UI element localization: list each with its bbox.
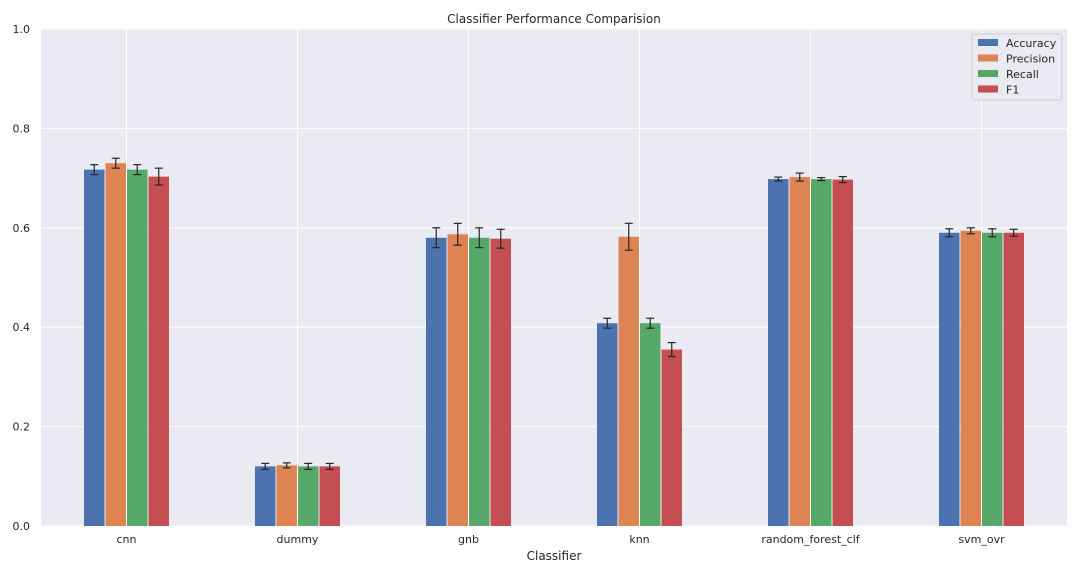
legend-label-precision: Precision: [1006, 53, 1055, 66]
error-bar-accuracy-random_forest_clf: [774, 176, 783, 182]
plot-background: [41, 29, 1067, 526]
x-tick-label-cnn: cnn: [117, 533, 137, 546]
error-bar-recall-cnn: [133, 164, 142, 176]
legend-box: [971, 33, 1063, 101]
bar-f1-dummy: [319, 466, 340, 526]
x-tick-label-random_forest_clf: random_forest_clf: [761, 533, 860, 546]
bar-recall-gnb: [469, 237, 490, 527]
bar-accuracy-knn: [597, 323, 618, 526]
bar-f1-gnb: [490, 238, 511, 526]
x-tick-label-knn: knn: [629, 533, 649, 546]
y-tick-label: 0.0: [13, 520, 31, 533]
error-bar-accuracy-dummy: [261, 462, 270, 470]
error-bar-accuracy-svm_ovr: [945, 228, 954, 238]
legend: Accuracy Precision Recall F1: [971, 33, 1063, 101]
error-bar-precision-cnn: [111, 157, 120, 169]
y-tick-label: 0.4: [13, 321, 31, 334]
error-bar-f1-cnn: [154, 167, 163, 186]
bar-accuracy-gnb: [426, 237, 447, 527]
x-tick-labels: cnn dummy gnb knn random_forest_clf svm_ovr: [117, 533, 1006, 546]
error-bar-precision-dummy: [282, 462, 291, 469]
x-tick-label-gnb: gnb: [458, 533, 479, 546]
grid-lines: [41, 28, 1067, 527]
legend-swatch-recall: [978, 70, 998, 77]
y-tick-label: 0.8: [13, 122, 31, 135]
bar-f1-cnn: [148, 176, 169, 526]
bar-precision-gnb: [447, 234, 468, 527]
error-bar-accuracy-cnn: [90, 164, 99, 176]
legend-swatch-precision: [978, 54, 998, 62]
error-bar-f1-knn: [667, 342, 676, 358]
error-bar-f1-random_forest_clf: [838, 176, 847, 184]
error-bar-recall-random_forest_clf: [817, 177, 826, 182]
bar-f1-knn: [661, 349, 682, 526]
y-tick-labels: 0.0 0.2 0.4 0.6 0.8 1.0: [13, 23, 31, 533]
y-tick-label: 0.2: [13, 421, 31, 434]
y-tick-label: 0.6: [13, 222, 31, 235]
bar-accuracy-svm_ovr: [939, 232, 960, 526]
bar-recall-svm_ovr: [982, 232, 1003, 526]
bar-accuracy-random_forest_clf: [768, 179, 789, 526]
error-bar-precision-random_forest_clf: [795, 172, 804, 182]
bar-precision-cnn: [105, 163, 126, 526]
bar-f1-random_forest_clf: [832, 179, 853, 526]
bar-accuracy-cnn: [84, 169, 105, 526]
error-bar-accuracy-knn: [603, 317, 612, 329]
legend-swatch-accuracy: [978, 39, 998, 46]
error-bar-f1-dummy: [325, 462, 334, 470]
legend-label-accuracy: Accuracy: [1006, 37, 1057, 50]
x-tick-label-dummy: dummy: [277, 533, 319, 546]
error-bar-precision-svm_ovr: [966, 227, 975, 235]
y-tick-label: 1.0: [13, 23, 31, 36]
error-bar-precision-knn: [624, 222, 633, 251]
bar-f1-svm_ovr: [1003, 232, 1024, 526]
bars: [84, 163, 1024, 527]
legend-label-recall: Recall: [1006, 68, 1039, 81]
error-bar-recall-svm_ovr: [988, 228, 997, 238]
bar-recall-cnn: [127, 169, 148, 526]
bar-accuracy-dummy: [255, 466, 276, 526]
legend-label-f1: F1: [1006, 84, 1019, 97]
bar-precision-svm_ovr: [960, 230, 981, 527]
error-bar-recall-dummy: [304, 462, 313, 470]
error-bar-recall-knn: [646, 317, 655, 329]
error-bar-accuracy-gnb: [432, 227, 441, 249]
bar-recall-knn: [640, 323, 661, 526]
x-tick-label-svm_ovr: svm_ovr: [958, 533, 1005, 546]
bar-recall-dummy: [298, 466, 319, 526]
x-axis-title: Classifier: [527, 549, 582, 563]
chart-title: Classifier Performance Comparision: [447, 12, 661, 26]
bar-precision-dummy: [276, 465, 297, 526]
legend-swatch-f1: [978, 85, 998, 93]
error-bar-precision-gnb: [453, 222, 462, 246]
bar-recall-random_forest_clf: [811, 179, 832, 526]
error-bar-f1-svm_ovr: [1009, 228, 1018, 237]
error-bar-f1-gnb: [496, 228, 505, 249]
bar-precision-knn: [618, 236, 639, 526]
bar-precision-random_forest_clf: [789, 177, 810, 526]
error-bars: [90, 157, 1018, 470]
error-bar-recall-gnb: [475, 227, 484, 249]
